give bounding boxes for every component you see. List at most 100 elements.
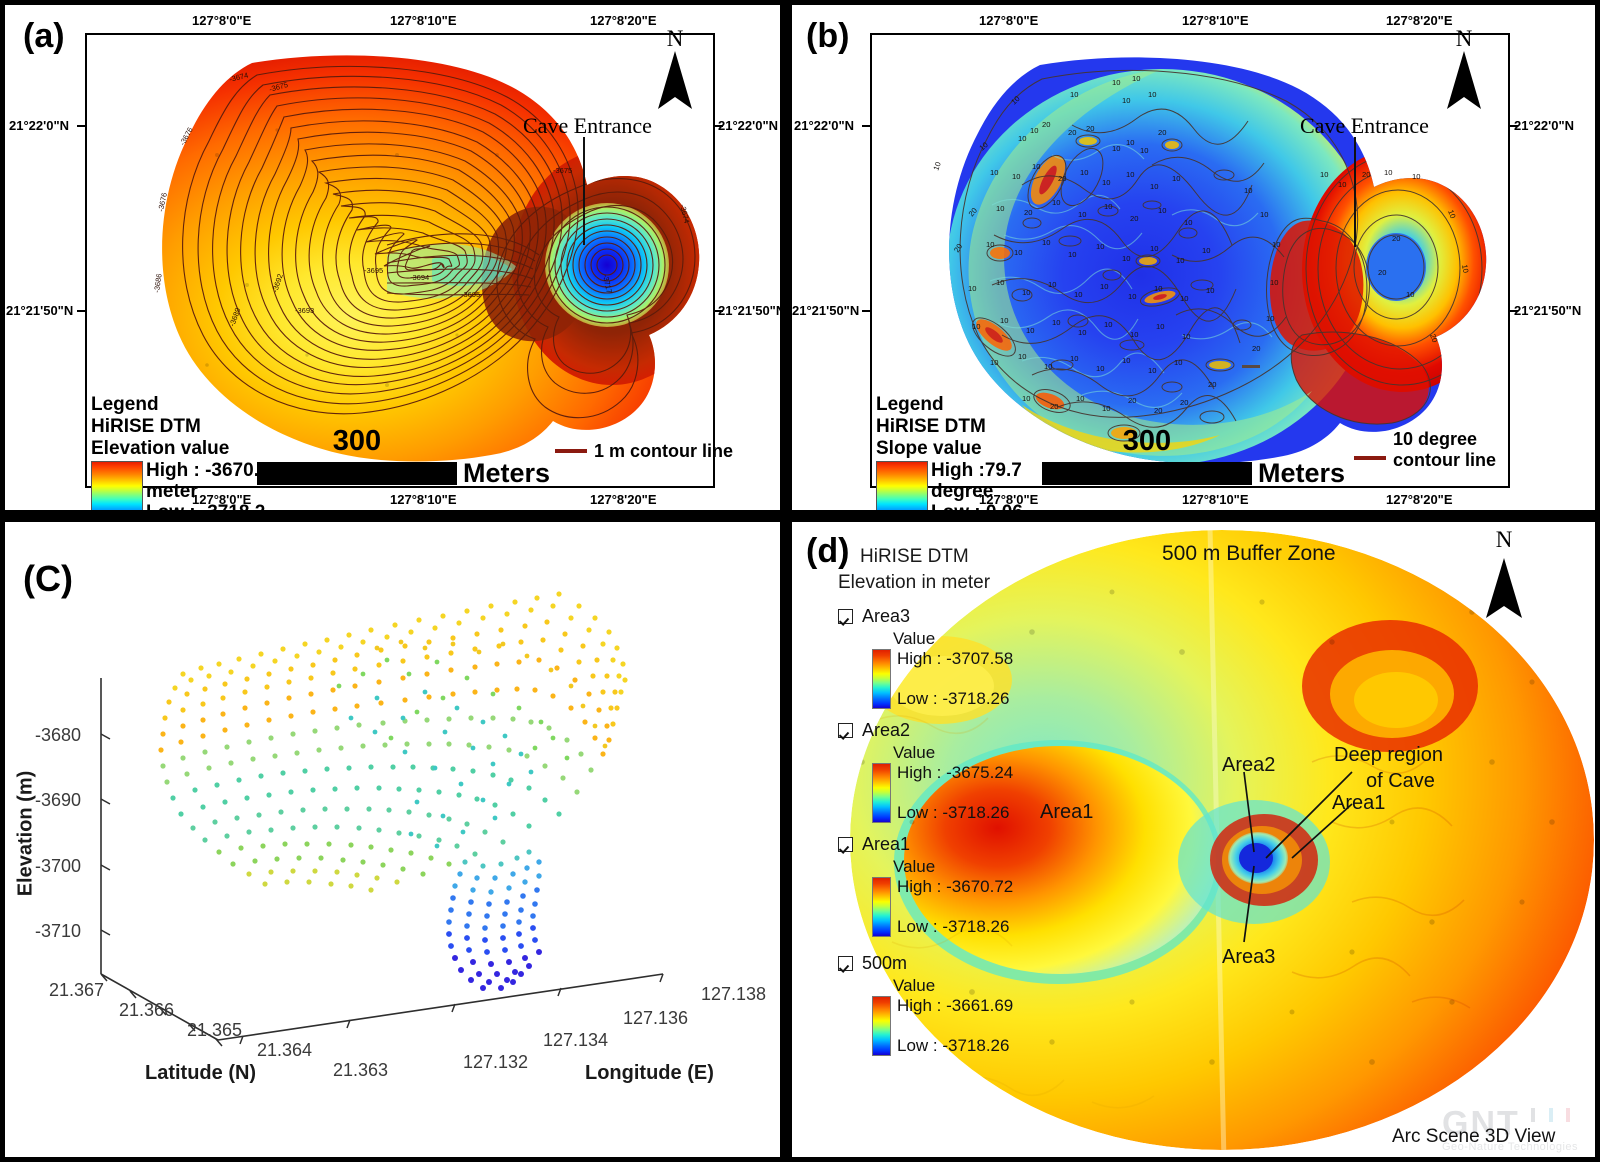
legend-ramp-row: High :79.7 degree Low : 0.06 xyxy=(876,461,1023,510)
legend-unit: degree xyxy=(931,481,994,503)
scalebar-bar xyxy=(1042,462,1252,485)
layer-color-ramp xyxy=(872,763,891,824)
panel-d-area1-crater-label: Area1 xyxy=(1040,801,1094,823)
legend-title: Legend xyxy=(876,394,944,415)
svg-text:10: 10 xyxy=(1048,280,1056,289)
north-label: N xyxy=(1495,527,1513,552)
panel-c-ztick-2: -3690 xyxy=(35,790,82,810)
layer-high-value: High : -3670.72 xyxy=(897,877,1014,897)
panel-c-axis-title-elevation: Elevation (m) xyxy=(14,770,37,897)
svg-text:-3695: -3695 xyxy=(364,266,383,275)
layer-item-area2[interactable]: Area2 Value High : -3675.24 Low : -3718.… xyxy=(838,720,1013,824)
panel-b-tick-right-1 xyxy=(1510,125,1518,127)
layer-name: 500m xyxy=(862,953,908,974)
layer-row[interactable]: 500m xyxy=(838,953,1013,974)
svg-text:20: 20 xyxy=(1208,380,1216,389)
svg-text:20: 20 xyxy=(1128,396,1136,405)
svg-text:20: 20 xyxy=(1180,398,1188,407)
legend-value-label: Slope value xyxy=(876,438,982,460)
svg-text:10: 10 xyxy=(1030,126,1038,135)
panel-c-lon-tick-3: 127.136 xyxy=(623,1008,689,1028)
scalebar-number: 300 xyxy=(332,425,382,457)
svg-text:10: 10 xyxy=(1148,90,1156,99)
layer-value-word: Value xyxy=(893,976,936,996)
layer-item-area3[interactable]: Area3 Value High : -3707.58 Low : -3718.… xyxy=(838,606,1013,710)
panel-d-arcscene-3d: (d) xyxy=(792,522,1595,1157)
panel-d-buffer-zone-label: 500 m Buffer Zone xyxy=(1162,542,1336,565)
panel-b-tick-right-2 xyxy=(1510,310,1518,312)
layer-item-area1[interactable]: Area1 Value High : -3670.72 Low : -3718.… xyxy=(838,834,1014,938)
layer-ramp-text: High : -3675.24 Low : -3718.26 xyxy=(897,763,1013,823)
svg-text:10: 10 xyxy=(1126,138,1134,147)
layer-name: Area2 xyxy=(862,720,911,741)
layer-value-word: Value xyxy=(893,629,936,649)
svg-text:10: 10 xyxy=(1172,174,1180,183)
panel-d-deep-region-line1: Deep region xyxy=(1334,744,1443,766)
layer-color-ramp xyxy=(872,877,891,938)
layer-row[interactable]: Area2 xyxy=(838,720,1013,741)
svg-text:10: 10 xyxy=(1272,240,1280,249)
svg-text:10: 10 xyxy=(990,358,998,367)
panel-b-lat-tick-left-1: 21°22'0"N xyxy=(794,118,854,133)
svg-text:10: 10 xyxy=(1070,354,1078,363)
svg-text:20: 20 xyxy=(1130,214,1138,223)
contour-key-line1: 10 degree xyxy=(1393,429,1478,449)
legend-ramp-text: High : -3670.7 meter Low : -3718.2 xyxy=(146,461,270,510)
svg-text:-3686: -3686 xyxy=(152,273,164,293)
layer-item-500m[interactable]: 500m Value High : -3661.69 Low : -3718.2… xyxy=(838,953,1013,1057)
svg-text:10: 10 xyxy=(1180,294,1188,303)
scalebar-row: Meters xyxy=(257,458,577,489)
panel-b-scalebar: 300 Meters xyxy=(1042,425,1372,489)
layer-row[interactable]: Area1 xyxy=(838,834,1013,855)
panel-a-lon-tick-top-3: 127°8'20"E xyxy=(590,13,657,28)
legend-low-value: Low : 0.06 xyxy=(931,503,1023,510)
svg-text:10: 10 xyxy=(1122,96,1130,105)
svg-text:10: 10 xyxy=(1384,168,1392,177)
legend-high-value: High : -3670.7 xyxy=(146,460,270,482)
layer-row[interactable]: Area3 xyxy=(838,606,1013,627)
svg-text:10: 10 xyxy=(1112,144,1120,153)
layer-value-block: Value High : -3670.72 Low : -3718.26 xyxy=(872,857,1014,938)
svg-text:10: 10 xyxy=(1148,366,1156,375)
panel-c-ztick-3: -3700 xyxy=(35,856,82,876)
layer-value-block: Value High : -3661.69 Low : -3718.26 xyxy=(872,976,1013,1057)
panel-a-legend: Legend HiRISE DTM Elevation value High :… xyxy=(91,394,270,510)
svg-text:10: 10 xyxy=(1102,178,1110,187)
panel-d-area1-cave-label: Area1 xyxy=(1332,792,1386,814)
svg-text:10: 10 xyxy=(1096,242,1104,251)
legend-low-value: Low : -3718.2 xyxy=(146,503,270,510)
panel-b-lat-tick-right-1: 21°22'0"N xyxy=(1514,118,1574,133)
svg-text:10: 10 xyxy=(1000,316,1008,325)
panel-a-lon-tick-bottom-1: 127°8'0"E xyxy=(192,492,252,507)
panel-b-lat-tick-right-2: 21°21'50"N xyxy=(1514,303,1582,318)
contour-key-text: 1 m contour line xyxy=(594,441,733,462)
layer-checkbox[interactable] xyxy=(838,609,853,625)
svg-text:10: 10 xyxy=(1460,264,1470,274)
layer-checkbox[interactable] xyxy=(838,837,853,853)
scatter3d-canvas xyxy=(100,591,664,1047)
layer-low-value: Low : -3718.26 xyxy=(897,917,1010,937)
panel-c-lon-tick-1: 127.132 xyxy=(463,1052,529,1072)
layer-name: Area1 xyxy=(862,834,911,855)
north-arrow-icon xyxy=(1486,558,1522,618)
panel-b-cave-leader-line xyxy=(1354,137,1356,247)
layer-checkbox[interactable] xyxy=(838,723,853,739)
panel-d-legend: HiRISE DTM Elevation in meter Area3 Valu… xyxy=(838,544,1014,1057)
layer-ramp-text: High : -3707.58 Low : -3718.26 xyxy=(897,649,1013,709)
panel-b-lon-tick-bottom-3: 127°8'20"E xyxy=(1386,492,1453,507)
svg-text:10: 10 xyxy=(1128,292,1136,301)
legend-unit: meter xyxy=(146,481,198,503)
svg-text:10: 10 xyxy=(1078,328,1086,337)
legend-title: Legend xyxy=(91,394,159,415)
svg-text:10: 10 xyxy=(1122,356,1130,365)
panel-b-tag: (b) xyxy=(806,17,850,55)
panel-b-lon-tick-top-3: 127°8'20"E xyxy=(1386,13,1453,28)
panel-c-lat-tick-5: 21.363 xyxy=(333,1060,389,1080)
svg-text:10: 10 xyxy=(1132,74,1140,83)
panel-a-map-frame: -3674 -3675 -3676 -3676 -3686 -3689 -369… xyxy=(85,33,715,488)
svg-text:10: 10 xyxy=(1070,90,1078,99)
layer-checkbox[interactable] xyxy=(838,956,853,972)
svg-text:10: 10 xyxy=(1102,404,1110,413)
panel-a-tag: (a) xyxy=(23,17,65,55)
panel-c-tag: (C) xyxy=(23,558,73,599)
